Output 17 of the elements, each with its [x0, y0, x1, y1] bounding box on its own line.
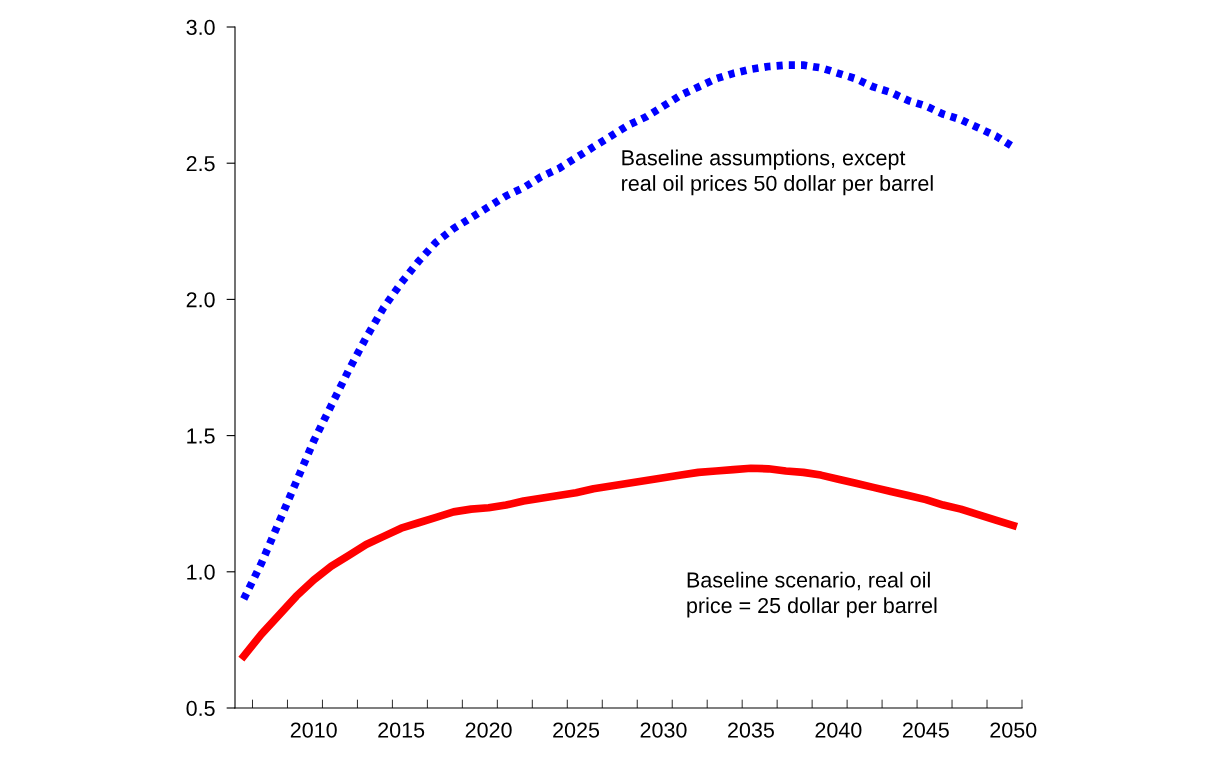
y-tick-label: 1.0 — [187, 564, 215, 580]
y-tick-label: 0.5 — [186, 700, 215, 717]
x-tick-label: 2040 — [815, 722, 862, 738]
annotation: Baseline scenario, real oil price = 25 dollar per barrel — [687, 571, 937, 618]
x-tick-label: 2010 — [290, 722, 337, 738]
x-tick-label: 2035 — [728, 722, 774, 738]
y-tick-label: 2.5 — [186, 155, 215, 172]
x-tick-label: 2020 — [465, 722, 512, 738]
x-tick-label: 2025 — [553, 722, 600, 738]
x-tick-label: 2050 — [990, 722, 1037, 738]
y-tick-label: 1.5 — [187, 428, 215, 444]
y-tick-label: 2.0 — [186, 292, 215, 308]
x-tick-label: 2030 — [640, 722, 687, 738]
annotation: Baseline assumptions, except real oil prices 50 dollar per barrel — [622, 149, 933, 196]
x-tick-label: 2045 — [902, 722, 949, 738]
x-tick-label: 2015 — [378, 722, 425, 738]
y-tick-label: 3.0 — [186, 19, 215, 36]
